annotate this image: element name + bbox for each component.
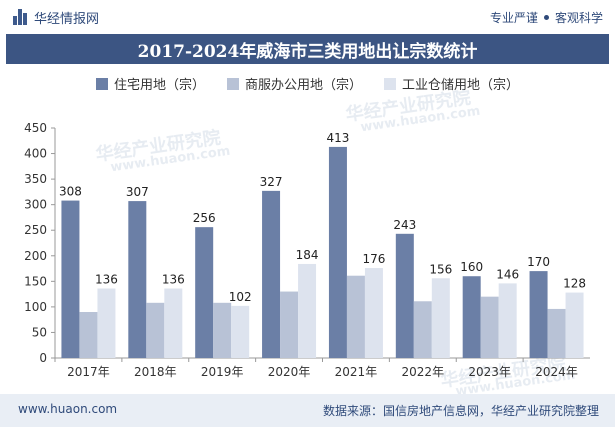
legend-swatch-industrial (384, 77, 396, 90)
bar-0-0 (61, 200, 80, 358)
legend-item-commercial: 商服办公用地（宗） (226, 74, 362, 93)
bar-1-0 (79, 312, 98, 358)
bar-2-6 (498, 283, 517, 358)
legend-item-industrial: 工业仓储用地（宗） (384, 74, 519, 93)
data-label: 156 (429, 262, 452, 276)
bar-2-4 (364, 268, 383, 358)
bar-1-6 (480, 296, 499, 358)
data-label: 308 (59, 185, 82, 199)
y-tick-label: 450 (24, 121, 47, 135)
legend-label-industrial: 工业仓储用地（宗） (402, 78, 520, 93)
bar-2-2 (231, 305, 250, 358)
brand: 华经情报网 (12, 8, 100, 27)
bar-0-3 (262, 190, 281, 358)
y-tick-label: 0 (39, 351, 47, 365)
x-tick-label: 2021年 (335, 365, 378, 379)
slogan-left: 专业严谨 (489, 11, 538, 25)
bar-2-7 (565, 292, 584, 358)
slogan-right: 客观科学 (554, 11, 603, 25)
data-label: 170 (527, 255, 550, 269)
bar-1-4 (346, 275, 365, 358)
bar-0-2 (195, 227, 214, 358)
data-label: 256 (193, 211, 216, 225)
x-tick-label: 2020年 (268, 365, 311, 379)
footer-source: 数据来源：国信房地产信息网，华经产业研究院整理 (322, 404, 599, 418)
bar-1-3 (280, 291, 299, 358)
bar-chart: 0 50 100 150 200 250 300 350 400 450 308 136 2017年 30… (24, 121, 590, 379)
data-label: 176 (362, 252, 385, 266)
footer-website[interactable]: www.huaon.com (18, 402, 118, 416)
bar-1-2 (213, 302, 232, 358)
bar-0-4 (328, 146, 347, 358)
bar-2-5 (431, 278, 450, 358)
x-tick-label: 2018年 (134, 365, 177, 379)
data-label: 136 (162, 272, 185, 286)
bar-0-5 (395, 233, 414, 358)
footer: www.huaon.com 数据来源：国信房地产信息网，华经产业研究院整理 (0, 394, 615, 427)
y-tick-label: 250 (24, 223, 47, 237)
data-label: 102 (229, 290, 252, 304)
data-label: 128 (563, 277, 586, 291)
data-label: 307 (126, 185, 149, 199)
bar-1-1 (146, 302, 165, 358)
legend-item-residential: 住宅用地（宗） (95, 74, 205, 93)
data-label: 136 (95, 272, 118, 286)
bar-2-0 (97, 288, 116, 358)
y-tick-label: 150 (24, 274, 47, 288)
bar-1-5 (413, 301, 432, 358)
brand-name: 华经情报网 (34, 11, 100, 27)
y-tick-label: 200 (24, 249, 47, 263)
bar-2-1 (164, 288, 183, 358)
legend-label-commercial: 商服办公用地（宗） (244, 78, 362, 93)
y-tick-label: 100 (24, 300, 47, 314)
top-bar: 华经情报网 专业严谨 客观科学 (0, 0, 615, 34)
x-tick-label: 2019年 (201, 365, 244, 379)
chart-title: 2017-2024年威海市三类用地出让宗数统计 (6, 34, 609, 64)
y-tick-label: 50 (32, 325, 47, 339)
data-label: 160 (460, 260, 483, 274)
bar-2-3 (298, 263, 317, 358)
y-tick-label: 300 (24, 198, 47, 212)
slogan: 专业严谨 客观科学 (490, 9, 603, 26)
x-tick-label: 2022年 (402, 365, 445, 379)
x-tick-label: 2017年 (67, 365, 110, 379)
y-tick-label: 350 (24, 172, 47, 186)
x-tick-label: 2023年 (468, 365, 511, 379)
y-tick-label: 400 (24, 147, 47, 161)
bar-1-7 (547, 308, 566, 358)
data-label: 146 (496, 267, 519, 281)
separator-dot-icon (543, 15, 549, 20)
bar-0-6 (462, 276, 481, 358)
data-label: 243 (393, 218, 416, 232)
x-tick-label: 2024年 (535, 365, 578, 379)
bar-0-7 (529, 271, 548, 358)
legend-label-residential: 住宅用地（宗） (113, 78, 205, 93)
legend-swatch-residential (95, 77, 108, 90)
logo-icon (12, 9, 28, 25)
data-label: 327 (260, 175, 283, 189)
bar-0-1 (128, 201, 147, 358)
legend: 住宅用地（宗） 商服办公用地（宗） 工业仓储用地（宗） (0, 74, 615, 93)
legend-swatch-commercial (226, 77, 239, 90)
data-label: 184 (296, 248, 319, 262)
data-label: 413 (326, 131, 349, 145)
